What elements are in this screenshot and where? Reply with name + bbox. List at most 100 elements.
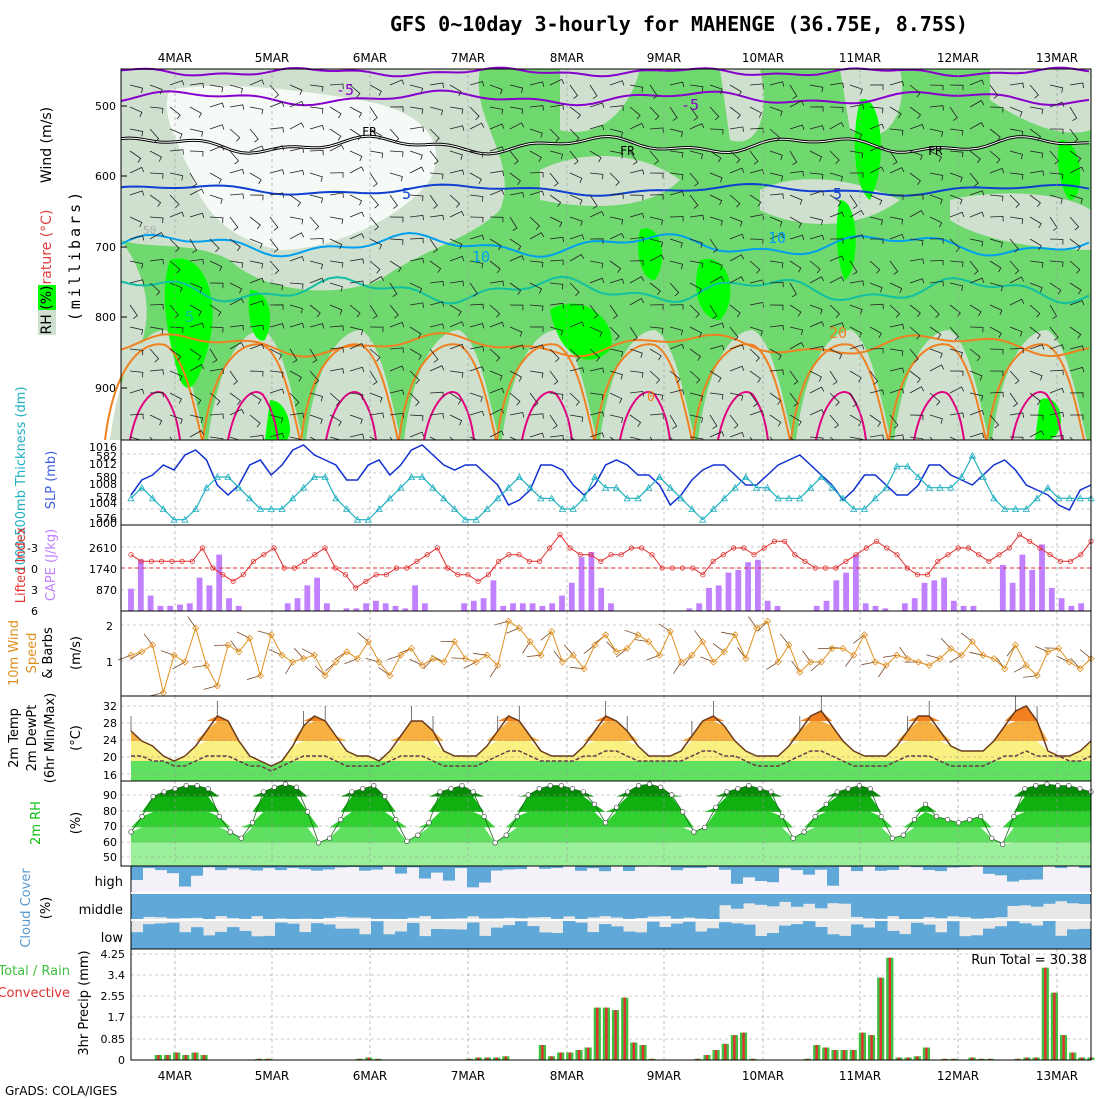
wind-barb — [609, 172, 620, 186]
rh2m-point — [426, 820, 432, 826]
wind-barb — [429, 172, 444, 180]
wind-barb — [449, 125, 465, 131]
wind-barb — [729, 344, 745, 350]
wind-barb — [389, 238, 404, 245]
thickness-point — [839, 494, 847, 502]
wind-barb — [469, 216, 484, 223]
wind-barb — [369, 304, 378, 319]
cape-bar — [500, 605, 507, 611]
cloud-middle-bar — [1067, 893, 1080, 904]
wind-barb — [669, 238, 683, 248]
wind-barb — [809, 409, 825, 416]
wind10-point — [235, 648, 243, 656]
cloud-high-bar — [443, 866, 456, 881]
wind-barb — [829, 304, 841, 318]
wind-barb — [1049, 128, 1064, 135]
wind-barb — [589, 172, 604, 180]
cloud-middle-bar — [227, 893, 240, 919]
wind-barb — [489, 370, 503, 381]
wind-barb — [809, 370, 823, 382]
wind-barb — [969, 392, 984, 401]
rh2m-tick-label: 90 — [103, 789, 117, 802]
cloud-high-clear — [143, 868, 156, 893]
wind-barb — [409, 348, 422, 361]
precip-tick-label: 1.7 — [108, 1011, 126, 1024]
cloud-high-bar — [503, 866, 516, 870]
li-point — [700, 572, 706, 578]
wind10-point — [731, 631, 739, 639]
cape-bar — [1068, 605, 1075, 611]
rh-light-region — [166, 85, 437, 250]
thickness-point — [310, 473, 319, 480]
wind-barb — [329, 238, 343, 250]
li-point — [873, 538, 880, 544]
wind-barb — [1069, 326, 1082, 339]
cloud-high-bar — [167, 866, 180, 874]
wind-barb — [869, 389, 885, 395]
cape-bar — [931, 580, 938, 612]
wind-barb — [389, 106, 404, 112]
wind-barb — [449, 238, 463, 249]
wind-barb — [169, 392, 183, 404]
wind-barb — [329, 347, 344, 353]
wind-barb — [829, 414, 839, 429]
wind-barb — [649, 304, 664, 310]
wind-barb — [309, 392, 323, 402]
wind-barb — [129, 106, 143, 118]
cape-bar — [833, 580, 840, 612]
wind-barb — [189, 172, 198, 188]
temperature-contour — [888, 343, 987, 441]
rh2m-point — [801, 829, 807, 835]
thickness-point — [655, 473, 664, 480]
cloud-low-bar — [947, 921, 960, 949]
wind-barb — [209, 304, 222, 317]
thickness-point — [504, 483, 513, 491]
wind-barb — [1049, 101, 1065, 108]
cloud-low-bar — [1019, 923, 1032, 949]
cloud-low-bar — [191, 927, 204, 949]
wind-barb — [749, 348, 760, 362]
thickness-point — [343, 505, 351, 512]
upper-rh-label: RH (%) — [39, 286, 55, 335]
rh2m-point — [602, 820, 609, 826]
precip-panel: 4.253.42.551.70.850 Run Total = 30.38 — [101, 948, 1095, 1067]
cloud-low-bar — [995, 926, 1008, 949]
li-tick-label: 0 — [31, 563, 38, 576]
precip-tick-label: 2.55 — [101, 990, 126, 1003]
wind-barb — [1009, 82, 1024, 89]
wind-barb — [629, 106, 641, 120]
cloud-low-bar — [263, 935, 276, 949]
wind-barb — [869, 194, 883, 206]
precip-tick-label: 0 — [118, 1054, 125, 1067]
precip-convective-bar — [468, 1058, 471, 1060]
li-point — [536, 558, 543, 564]
wind-barb — [669, 414, 678, 430]
li-point — [659, 565, 665, 571]
precip-convective-bar — [157, 1055, 160, 1060]
wind-barb — [169, 128, 183, 139]
wind10-point — [213, 682, 221, 690]
wind-barb — [289, 282, 304, 289]
wind-barb — [1009, 326, 1023, 337]
wind10-point — [839, 644, 847, 652]
cloud-high-clear — [275, 870, 288, 893]
rh-saturated-region — [696, 258, 731, 320]
thickness-point — [1076, 494, 1084, 502]
wind-barb — [789, 194, 803, 205]
cloud-high-clear — [395, 873, 408, 893]
wind-barbs — [129, 78, 1085, 451]
wind-barb — [509, 106, 524, 115]
wind-barb — [129, 413, 144, 420]
wind10-point — [138, 648, 146, 656]
precip-convective-bar — [742, 1032, 745, 1060]
cloud-high-clear — [479, 882, 492, 893]
li-point — [414, 558, 420, 564]
cape-bar — [402, 608, 409, 611]
li-point — [608, 552, 614, 558]
wind10-point — [817, 658, 825, 666]
precip-bars — [154, 957, 1095, 1060]
cloud-middle-bar — [815, 893, 828, 909]
wind-barb — [589, 367, 605, 373]
cloud-middle-bar — [719, 893, 732, 906]
cloud-low-bar — [935, 932, 948, 949]
